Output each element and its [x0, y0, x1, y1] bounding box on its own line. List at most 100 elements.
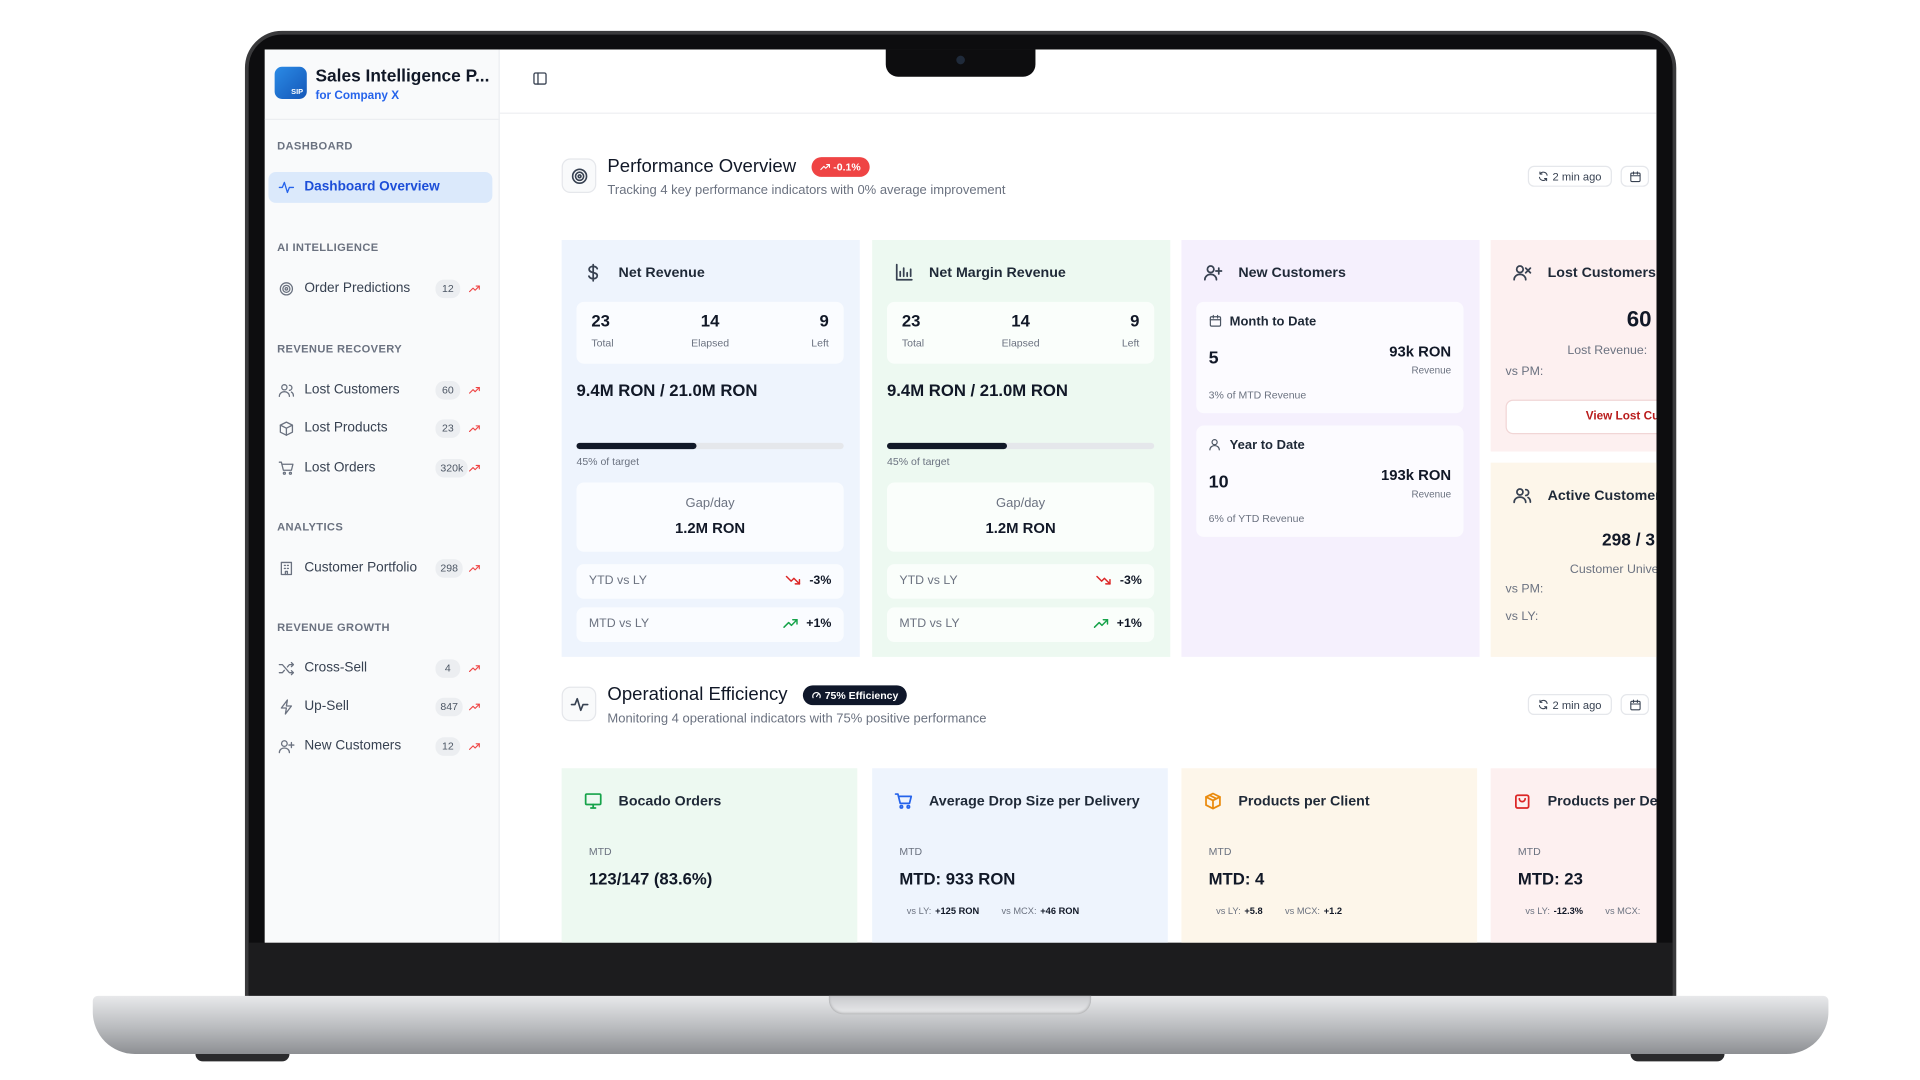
card-title: Net Margin Revenue [929, 265, 1066, 281]
icon [570, 697, 589, 712]
icon-shape [1630, 699, 1641, 705]
calendar-button[interactable] [1620, 165, 1650, 187]
icon-shape [288, 384, 295, 397]
nav-item[interactable]: Lost Customers 60 [268, 374, 492, 405]
icon [469, 703, 480, 711]
icon-shape [282, 470, 287, 475]
icon-shape [825, 163, 830, 168]
icon [1513, 488, 1532, 504]
icon-shape [590, 803, 597, 809]
nav-item[interactable]: Customer Portfolio 298 [268, 552, 492, 583]
icon-shape [1209, 314, 1222, 321]
refresh-status[interactable]: 2 min ago [1527, 694, 1612, 716]
sidebar: SIP Sales Intelligence P... for Company X D… [264, 49, 500, 943]
view-lost-button[interactable]: View Lost Customers [1505, 399, 1657, 435]
icon-shape [895, 263, 913, 281]
nav-item[interactable]: Lost Products 23 [268, 413, 492, 444]
nav-item[interactable]: Lost Orders 320k [268, 452, 492, 483]
comparison: vs MCX: +46 RON [1001, 906, 1079, 917]
kpi-card: Active Customers 298 / 3 Customer Universe… [1490, 462, 1657, 657]
icon-shape [1516, 488, 1524, 496]
card-title: Net Revenue [618, 265, 705, 281]
icon [1538, 699, 1548, 710]
badge-text: -0.1% [833, 160, 861, 173]
comparison-value: -3% [1096, 573, 1142, 588]
nav-badge: 4 [435, 658, 461, 678]
icon [1203, 265, 1223, 281]
comparison-row: MTD vs LY +1% [887, 607, 1155, 643]
nav-item[interactable]: New Customers 12 [268, 731, 492, 762]
icon [280, 699, 293, 715]
period-revenue-label: Revenue [1411, 488, 1452, 500]
metric-value: MTD: 4 [1208, 869, 1265, 889]
base-groove [828, 995, 1092, 1015]
icon-shape [1209, 316, 1222, 327]
vs-pm: vs PM: [1505, 364, 1544, 379]
refresh-text: 2 min ago [1552, 698, 1602, 711]
icon-shape [469, 284, 480, 292]
nav-item[interactable]: Order Predictions 12 [268, 273, 492, 304]
section-title: REVENUE RECOVERY [277, 342, 403, 356]
nav-label: Cross-Sell [304, 659, 368, 675]
nav-item[interactable]: Up-Sell 847 [268, 692, 492, 723]
comparison-value: +125 RON [935, 905, 980, 917]
icon-shape [577, 174, 582, 179]
metric-comparisons: vs LY: -12.3% vs MCX: [1525, 906, 1640, 917]
stat-label: Elapsed [691, 336, 730, 349]
icon-shape [280, 739, 288, 747]
icon-shape [278, 181, 295, 193]
comparison: vs LY: -12.3% [1525, 906, 1583, 917]
icon [811, 691, 821, 698]
section-icon [561, 686, 597, 722]
comparison-row: YTD vs LY -3% [887, 564, 1155, 599]
icon [533, 72, 547, 85]
icon-shape [1515, 265, 1525, 274]
icon [278, 661, 295, 675]
icon-shape [899, 804, 904, 809]
laptop-foot [1630, 1054, 1725, 1062]
comparison-label: MTD vs LY [899, 617, 960, 631]
icon-shape [1630, 172, 1641, 183]
kpi-card: Net Margin Revenue 23 Total 14 Elapsed 9 Left 9… [872, 239, 1171, 657]
nav-badge: 320k [435, 458, 469, 477]
progress-track [576, 442, 844, 450]
metric-value: MTD: 23 [1517, 869, 1583, 889]
comparison-label: vs MCX: [1284, 905, 1321, 917]
comparison-value: +1% [782, 616, 831, 631]
icon-shape [284, 286, 289, 291]
icon [1538, 171, 1548, 182]
stat-value: 14 [700, 311, 720, 331]
icon-shape [1538, 699, 1548, 710]
icon-shape [469, 703, 480, 711]
camera [956, 55, 965, 65]
kpi-card: Net Revenue 23 Total 14 Elapsed 9 Left 9.4M RON… [561, 239, 860, 657]
icon-shape [279, 281, 294, 295]
divider [264, 118, 500, 120]
section-subtitle: Monitoring 4 operational indicators with… [607, 711, 987, 727]
nav-item[interactable]: Cross-Sell 4 [268, 653, 492, 684]
period-label: MTD [1208, 844, 1232, 858]
card-title: New Customers [1238, 265, 1346, 281]
gap-box: Gap/day 1.2M RON [887, 482, 1155, 552]
calendar-button[interactable] [1620, 694, 1650, 716]
bezel-chin [248, 942, 1673, 996]
icon-shape [1518, 797, 1527, 803]
icon [279, 281, 294, 295]
nav-badge: 23 [435, 419, 461, 438]
icon-shape [811, 691, 821, 698]
icon-shape [475, 386, 480, 391]
icon [278, 460, 294, 475]
icon-shape [282, 284, 291, 293]
icon-shape [1539, 699, 1548, 710]
icon-shape [1524, 267, 1532, 274]
nav-label: Up-Sell [304, 698, 349, 714]
icon-shape [288, 741, 295, 748]
period-box: Year to Date 10 193k RON Revenue 6% of YTD R… [1196, 425, 1464, 537]
icon-shape [791, 619, 798, 625]
gap-box: Gap/day 1.2M RON [576, 482, 844, 552]
sidebar-toggle[interactable] [532, 71, 552, 91]
nav-item[interactable]: Dashboard Overview [268, 171, 493, 203]
refresh-status[interactable]: 2 min ago [1527, 165, 1612, 187]
comparison: vs LY: +5.8 [1216, 906, 1263, 917]
icon-shape [1102, 619, 1108, 625]
